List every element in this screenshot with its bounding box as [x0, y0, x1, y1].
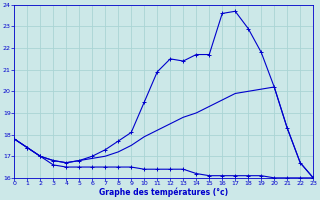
X-axis label: Graphe des températures (°c): Graphe des températures (°c) [99, 188, 228, 197]
